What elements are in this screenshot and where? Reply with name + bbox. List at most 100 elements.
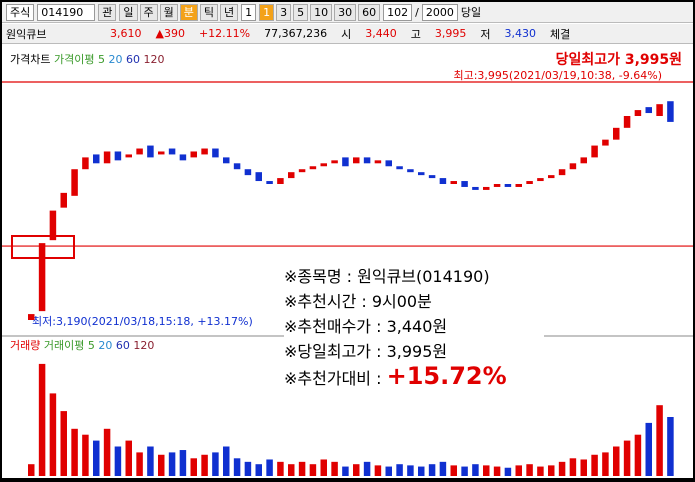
volume-bar [439, 461, 447, 476]
candle [331, 160, 338, 164]
open: 3,440 [365, 27, 397, 40]
trade[interactable]: 체결 [550, 27, 571, 41]
stock-name: 원익큐브 [6, 27, 47, 41]
volume-bar [558, 461, 566, 476]
candle [591, 145, 598, 158]
code[interactable]: 014190 [37, 3, 96, 21]
legend-ma60: 60 [126, 53, 140, 66]
candle [558, 169, 566, 176]
candle [537, 178, 544, 182]
market[interactable]: 주식 [6, 3, 35, 21]
quote-row: 원익큐브 3,610 ▲390 +12.11% 77,367,236 시 3,4… [2, 24, 693, 44]
info-lines: ※종목명 : 원익큐브(014190) ※추천시간 : 9시00분 ※추천매수가 :… [284, 264, 544, 364]
volume-bar [28, 464, 35, 476]
candle [114, 151, 122, 161]
volume-bar [483, 465, 490, 476]
volume-bar [49, 393, 57, 476]
period[interactable]: 월 [159, 3, 178, 21]
today[interactable]: 당일 [460, 6, 482, 19]
candle [179, 154, 187, 161]
volume-bar [288, 464, 295, 476]
volume-bar [136, 452, 143, 476]
minute-option[interactable]: 60 [358, 3, 381, 21]
minute-option[interactable]: 3 [276, 3, 292, 21]
count[interactable]: 102 [383, 3, 413, 21]
candle [147, 145, 154, 158]
volume-bar [537, 466, 544, 476]
interval[interactable]: 1 [241, 3, 257, 21]
volume-bar [179, 450, 187, 476]
total[interactable]: 2000 [421, 3, 458, 21]
candle [168, 148, 176, 155]
volume-bar [158, 454, 165, 476]
volume-bar [363, 461, 371, 476]
candle [461, 181, 468, 187]
volume-bar [233, 458, 241, 476]
period[interactable]: 년 [220, 3, 239, 21]
candle [309, 166, 317, 170]
period[interactable]: 일 [119, 3, 138, 21]
candle [223, 157, 230, 164]
candle [233, 163, 241, 170]
candle [623, 116, 631, 128]
candle [472, 186, 479, 190]
candle [353, 157, 360, 164]
price-legend: 가격차트 가격이평 5 20 60 120 [10, 53, 164, 66]
volume-bar [461, 466, 468, 476]
minute-option[interactable]: 5 [293, 3, 309, 21]
volume-bar [201, 454, 208, 476]
period[interactable]: 틱 [199, 3, 218, 21]
candle [504, 184, 512, 187]
candle [136, 148, 143, 155]
volume-bar [515, 465, 522, 476]
volume-bar [580, 459, 587, 476]
volume-bar [38, 363, 46, 476]
watch[interactable]: 관 [98, 3, 117, 21]
candle [667, 101, 674, 122]
volume-bar [320, 459, 327, 476]
rate: +12.11% [198, 27, 251, 40]
volume-bar [82, 434, 89, 476]
info-box: ※종목명 : 원익큐브(014190) ※추천시간 : 9시00분 ※추천매수가 :… [284, 264, 544, 391]
info-line: ※추천매수가 : 3,440원 [284, 317, 448, 336]
volume-bar [385, 466, 392, 476]
chart: 가격차트 가격이평 5 20 60 120 거래량 거래이평 5 20 60 1… [2, 51, 693, 476]
candle [255, 172, 262, 182]
period[interactable]: 분 [179, 3, 198, 21]
minute-option[interactable]: 10 [310, 3, 333, 21]
candle [613, 127, 620, 140]
candle [493, 184, 501, 187]
legend-title: 거래량 [10, 339, 40, 352]
info-line: ※당일최고가 : 3,995원 [284, 342, 448, 361]
candle [342, 157, 349, 167]
candle [363, 157, 371, 164]
minute-option[interactable]: 1 [259, 3, 275, 21]
candle [407, 169, 414, 173]
volume-legend: 거래량 거래이평 5 20 60 120 [10, 339, 154, 352]
low-label: 저 [480, 27, 491, 41]
candle [602, 139, 609, 146]
price: 3,610 [110, 27, 142, 40]
minute-option[interactable]: 30 [334, 3, 357, 21]
candle [82, 157, 89, 170]
volume-bar [147, 446, 154, 476]
candle [212, 148, 219, 158]
legend-ma: 가격이평 5 [54, 53, 105, 66]
candle [201, 148, 208, 155]
candle [38, 243, 46, 312]
volume-bar [407, 465, 414, 476]
volume-bar [472, 464, 479, 476]
volume-bar [331, 461, 338, 476]
legend-ma20: 20 [108, 53, 122, 66]
candle [320, 163, 327, 167]
info-line: ※추천시간 : 9시00분 [284, 292, 432, 311]
volume-bar [591, 454, 598, 476]
legend-title: 가격차트 [10, 53, 50, 66]
period[interactable]: 주 [139, 3, 158, 21]
min-label: 최저:3,190(2021/03/18,15:18, +13.17%) [32, 315, 253, 328]
volume-bar [374, 465, 382, 476]
volume-bar [493, 466, 501, 476]
candle [439, 178, 447, 184]
candle [93, 154, 100, 164]
